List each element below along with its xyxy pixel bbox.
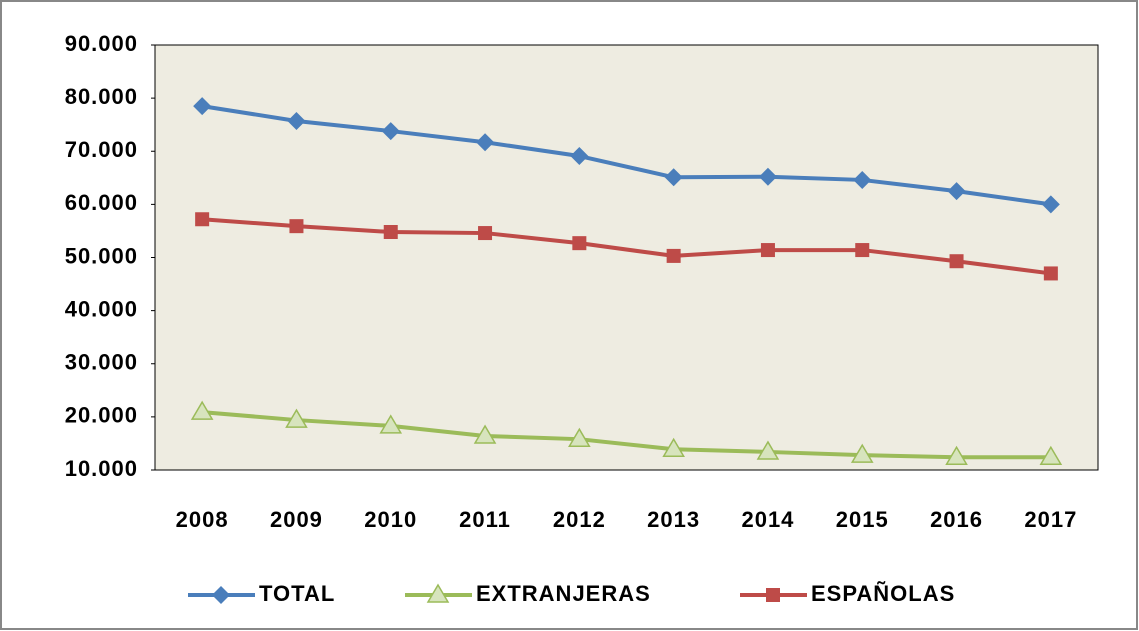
data-point bbox=[855, 243, 870, 258]
data-point bbox=[664, 168, 683, 187]
data-point bbox=[1043, 266, 1058, 281]
y-tick-label: 50.000 bbox=[65, 243, 138, 268]
legend-label: TOTAL bbox=[259, 581, 335, 606]
y-tick-label: 60.000 bbox=[65, 190, 138, 215]
series-line bbox=[202, 217, 1052, 276]
x-tick-label: 2013 bbox=[647, 507, 700, 532]
x-tick-label: 2012 bbox=[553, 507, 606, 532]
data-point bbox=[476, 133, 495, 152]
data-point bbox=[478, 226, 493, 241]
data-point bbox=[570, 147, 589, 166]
data-point bbox=[1039, 445, 1063, 465]
legend-marker bbox=[426, 583, 450, 603]
data-point bbox=[379, 414, 403, 434]
x-tick-label: 2016 bbox=[930, 507, 983, 532]
data-point bbox=[666, 248, 681, 263]
x-tick-label: 2011 bbox=[459, 507, 511, 532]
data-point bbox=[383, 225, 398, 239]
legend-label: EXTRANJERAS bbox=[476, 581, 651, 606]
legend-marker bbox=[212, 586, 230, 604]
y-tick-label: 80.000 bbox=[65, 84, 138, 109]
x-tick-label: 2008 bbox=[176, 507, 229, 532]
data-point bbox=[289, 219, 304, 234]
x-tick-label: 2009 bbox=[270, 507, 323, 532]
y-tick-label: 10.000 bbox=[65, 456, 138, 481]
legend-marker bbox=[766, 588, 780, 602]
data-point bbox=[760, 243, 775, 258]
data-point bbox=[1041, 195, 1060, 214]
data-point bbox=[853, 170, 872, 189]
data-point bbox=[850, 443, 874, 463]
data-point bbox=[949, 254, 964, 269]
data-point bbox=[758, 167, 777, 186]
data-point bbox=[473, 424, 497, 444]
data-point bbox=[945, 445, 968, 465]
data-point bbox=[572, 236, 587, 251]
data-point bbox=[662, 437, 685, 458]
data-point bbox=[195, 212, 210, 227]
series-line bbox=[201, 410, 1051, 460]
y-tick-label: 40.000 bbox=[65, 296, 138, 321]
x-tick-label: 2010 bbox=[364, 507, 417, 532]
data-point bbox=[947, 182, 966, 201]
data-point bbox=[568, 427, 591, 447]
y-tick-label: 20.000 bbox=[65, 403, 138, 428]
x-tick-label: 2015 bbox=[836, 507, 889, 532]
y-tick-label: 70.000 bbox=[65, 137, 138, 162]
y-tick-label: 90.000 bbox=[65, 31, 138, 56]
data-point bbox=[381, 122, 400, 141]
legend-label: ESPAÑOLAS bbox=[811, 581, 955, 606]
data-point bbox=[285, 408, 308, 428]
series-line bbox=[201, 104, 1052, 207]
x-tick-label: 2014 bbox=[741, 507, 794, 532]
y-tick-label: 30.000 bbox=[65, 350, 138, 375]
data-point bbox=[193, 97, 212, 116]
data-point bbox=[756, 440, 780, 460]
data-point bbox=[287, 111, 306, 130]
x-tick-label: 2017 bbox=[1024, 507, 1077, 532]
data-point bbox=[190, 400, 214, 420]
